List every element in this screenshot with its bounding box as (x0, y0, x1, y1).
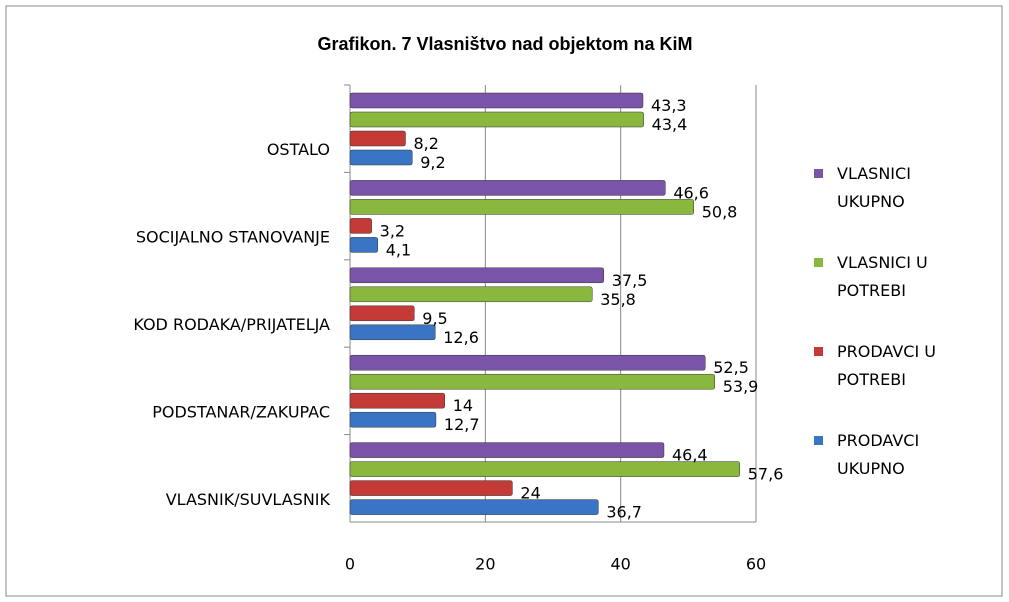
data-label: 57,6 (748, 465, 784, 484)
bar (349, 286, 593, 303)
bar (349, 499, 599, 515)
y-tick-label: KOD RODAKA/PRIJATELJA (133, 315, 330, 334)
data-label: 9,5 (422, 309, 447, 328)
bar (349, 392, 445, 409)
data-label: 43,4 (652, 115, 688, 134)
data-label: 46,4 (672, 446, 708, 465)
legend-label: PRODAVCI U POTREBI (837, 342, 936, 389)
legend-item: PRODAVCI UKUPNO (800, 427, 990, 483)
data-label: 46,6 (673, 183, 709, 202)
y-tick-label: SOCIJALNO STANOVANJE (136, 228, 330, 247)
bar (349, 92, 644, 109)
legend-label: PRODAVCI UKUPNO (837, 431, 920, 478)
legend-label: VLASNICI U POTREBI (837, 253, 928, 300)
data-label: 50,8 (702, 202, 738, 221)
data-label: 4,1 (386, 240, 411, 259)
x-tick-label: 0 (345, 555, 355, 574)
bar (349, 442, 665, 458)
bar (349, 411, 437, 428)
data-label: 12,7 (444, 415, 480, 434)
data-label: 14 (453, 396, 473, 415)
data-label: 52,5 (713, 358, 749, 377)
legend-item: PRODAVCI U POTREBI (800, 338, 990, 394)
bar (349, 199, 694, 215)
chart-title: Grafikon. 7 Vlasništvo nad objektom na K… (317, 34, 692, 54)
x-tick-label: 20 (475, 555, 495, 574)
legend-item: VLASNICI U POTREBI (800, 249, 990, 305)
bar (349, 180, 666, 196)
bar (349, 305, 415, 322)
data-label: 37,5 (612, 271, 648, 290)
bar (349, 461, 741, 477)
y-tick-label: OSTALO (267, 140, 330, 159)
data-label: 12,6 (443, 328, 479, 347)
bar (349, 218, 372, 234)
y-tick-label: PODSTANAR/ZAKUPAC (152, 402, 330, 421)
bar (349, 267, 604, 284)
x-tick-label: 60 (746, 555, 766, 574)
bar (349, 354, 706, 371)
x-tick-label: 40 (610, 555, 630, 574)
data-label: 24 (520, 484, 540, 503)
bar (349, 111, 644, 128)
bar (349, 149, 413, 166)
bar (349, 237, 378, 253)
legend-swatch (814, 169, 823, 178)
y-tick-label: VLASNIK/SUVLASNIK (166, 490, 331, 509)
legend-swatch (814, 436, 823, 445)
legend-swatch (814, 258, 823, 267)
bar (349, 324, 436, 341)
legend-item: VLASNICI UKUPNO (800, 160, 990, 216)
data-label: 43,3 (651, 96, 687, 115)
bar (349, 373, 715, 390)
data-label: 36,7 (606, 503, 642, 522)
bar (349, 480, 513, 496)
data-label: 35,8 (600, 290, 636, 309)
data-label: 53,9 (723, 377, 759, 396)
legend-swatch (814, 347, 823, 356)
data-label: 9,2 (420, 153, 445, 172)
bar (349, 130, 406, 147)
data-label: 3,2 (380, 221, 405, 240)
data-label: 8,2 (413, 134, 438, 153)
legend-label: VLASNICI UKUPNO (837, 164, 911, 211)
